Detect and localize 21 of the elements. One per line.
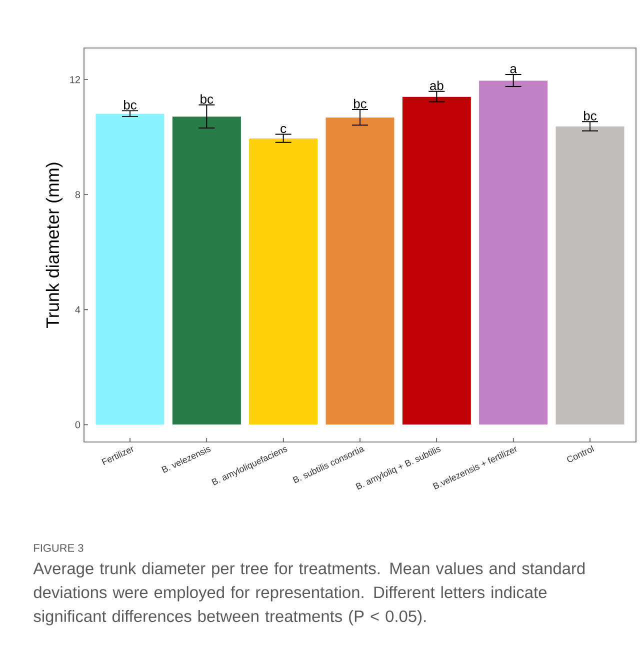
annotation: bc: [584, 110, 596, 120]
bar: [555, 126, 625, 425]
y-tick-label: 4: [75, 306, 80, 314]
caption: FIGURE 3: [34, 544, 84, 552]
annotation: bc: [354, 98, 366, 108]
y-axis-title: Trunk diameter (mm): [46, 162, 63, 328]
text: Average trunk diameter per tree for treatments. Mean values and standard deviations were employed for representation. Different letters indicate significant differences between treatments (P < 0.05).: [33, 562, 585, 626]
bar: [402, 96, 472, 425]
bar: [95, 113, 165, 425]
bar: [248, 138, 318, 425]
annotation: bc: [200, 94, 214, 104]
y-tick-label: 0: [75, 421, 80, 428]
annotation: bc: [124, 100, 136, 110]
annotation: ab: [430, 80, 444, 90]
annotation: c: [280, 126, 286, 134]
bar: [478, 80, 548, 425]
bar: [172, 116, 242, 425]
bar: [325, 117, 395, 425]
y-tick-label: 8: [75, 191, 80, 198]
y-tick-label: 12: [70, 76, 80, 84]
annotation: a: [510, 66, 517, 74]
